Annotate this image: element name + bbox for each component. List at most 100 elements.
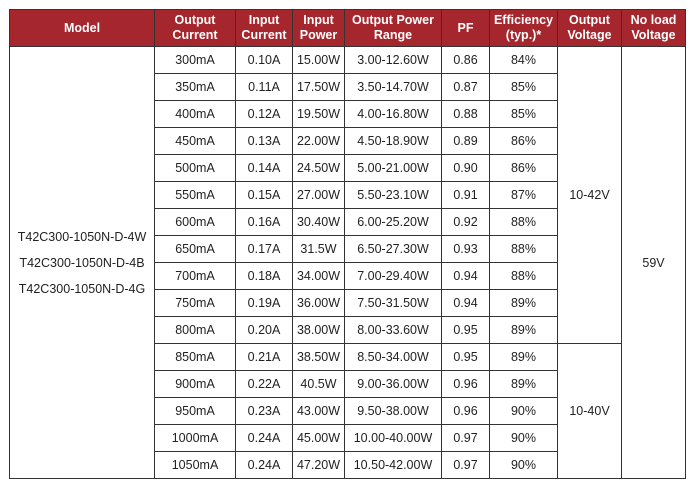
input-power-cell: 45.00W bbox=[292, 424, 345, 452]
header-row: Model Output Current Input Current Input… bbox=[9, 9, 686, 47]
table-row: 550mA 0.15A 27.00W 5.50-23.10W 0.91 87% bbox=[10, 181, 686, 209]
table-row: 800mA 0.20A 38.00W 8.00-33.60W 0.95 89% bbox=[10, 316, 686, 344]
output-current-cell: 500mA bbox=[154, 154, 236, 182]
output-power-range-cell: 5.50-23.10W bbox=[344, 181, 442, 209]
input-current-cell: 0.14A bbox=[235, 154, 293, 182]
output-current-cell: 450mA bbox=[154, 127, 236, 155]
efficiency-cell: 84% bbox=[489, 46, 558, 74]
output-power-range-cell: 9.50-38.00W bbox=[344, 397, 442, 425]
efficiency-cell: 85% bbox=[489, 73, 558, 101]
output-power-range-cell: 6.00-25.20W bbox=[344, 208, 442, 236]
input-power-cell: 30.40W bbox=[292, 208, 345, 236]
pf-cell: 0.93 bbox=[441, 235, 490, 263]
no-load-voltage-cell: 59V bbox=[621, 46, 686, 479]
input-current-cell: 0.24A bbox=[235, 451, 293, 479]
header-efficiency: Efficiency (typ.)* bbox=[489, 9, 558, 47]
input-current-cell: 0.10A bbox=[235, 46, 293, 74]
table-row: 750mA 0.19A 36.00W 7.50-31.50W 0.94 89% bbox=[10, 289, 686, 317]
output-power-range-cell: 10.00-40.00W bbox=[344, 424, 442, 452]
pf-cell: 0.89 bbox=[441, 127, 490, 155]
efficiency-cell: 89% bbox=[489, 343, 558, 371]
output-power-range-cell: 5.00-21.00W bbox=[344, 154, 442, 182]
efficiency-cell: 89% bbox=[489, 316, 558, 344]
efficiency-cell: 86% bbox=[489, 127, 558, 155]
header-pf: PF bbox=[441, 9, 490, 47]
table-row: 400mA 0.12A 19.50W 4.00-16.80W 0.88 85% bbox=[10, 100, 686, 128]
pf-cell: 0.94 bbox=[441, 262, 490, 290]
pf-cell: 0.96 bbox=[441, 397, 490, 425]
output-current-cell: 350mA bbox=[154, 73, 236, 101]
output-power-range-cell: 4.50-18.90W bbox=[344, 127, 442, 155]
input-power-cell: 24.50W bbox=[292, 154, 345, 182]
driver-spec-table: Model Output Current Input Current Input… bbox=[9, 9, 686, 479]
pf-cell: 0.90 bbox=[441, 154, 490, 182]
header-output-current: Output Current bbox=[154, 9, 236, 47]
efficiency-cell: 90% bbox=[489, 451, 558, 479]
input-power-cell: 38.50W bbox=[292, 343, 345, 371]
output-current-cell: 900mA bbox=[154, 370, 236, 398]
pf-cell: 0.92 bbox=[441, 208, 490, 236]
efficiency-cell: 88% bbox=[489, 235, 558, 263]
input-power-cell: 31.5W bbox=[292, 235, 345, 263]
pf-cell: 0.97 bbox=[441, 451, 490, 479]
input-power-cell: 38.00W bbox=[292, 316, 345, 344]
output-current-cell: 650mA bbox=[154, 235, 236, 263]
input-current-cell: 0.13A bbox=[235, 127, 293, 155]
efficiency-cell: 85% bbox=[489, 100, 558, 128]
input-current-cell: 0.19A bbox=[235, 289, 293, 317]
input-power-cell: 19.50W bbox=[292, 100, 345, 128]
input-current-cell: 0.24A bbox=[235, 424, 293, 452]
table-row: 850mA 0.21A 38.50W 8.50-34.00W 0.95 89% 10-40V bbox=[10, 343, 686, 479]
table-row: 450mA 0.13A 22.00W 4.50-18.90W 0.89 86% bbox=[10, 127, 686, 155]
header-output-power-range: Output Power Range bbox=[344, 9, 442, 47]
pf-cell: 0.86 bbox=[441, 46, 490, 74]
input-power-cell: 15.00W bbox=[292, 46, 345, 74]
efficiency-cell: 86% bbox=[489, 154, 558, 182]
output-power-range-cell: 7.00-29.40W bbox=[344, 262, 442, 290]
output-power-range-cell: 3.00-12.60W bbox=[344, 46, 442, 74]
spec-table-container: Model Output Current Input Current Input… bbox=[9, 9, 686, 479]
output-current-cell: 700mA bbox=[154, 262, 236, 290]
output-power-range-cell: 4.00-16.80W bbox=[344, 100, 442, 128]
output-power-range-cell: 10.50-42.00W bbox=[344, 451, 442, 479]
table-row: 500mA 0.14A 24.50W 5.00-21.00W 0.90 86% bbox=[10, 154, 686, 182]
pf-cell: 0.95 bbox=[441, 316, 490, 344]
table-row: 350mA 0.11A 17.50W 3.50-14.70W 0.87 85% bbox=[10, 73, 686, 101]
efficiency-cell: 89% bbox=[489, 370, 558, 398]
output-current-cell: 750mA bbox=[154, 289, 236, 317]
model-cell: T42C300-1050N-D-4W T42C300-1050N-D-4B T42C… bbox=[9, 46, 155, 479]
input-power-cell: 17.50W bbox=[292, 73, 345, 101]
output-current-cell: 1050mA bbox=[154, 451, 236, 479]
output-current-cell: 300mA bbox=[154, 46, 236, 74]
output-power-range-cell: 8.00-33.60W bbox=[344, 316, 442, 344]
efficiency-cell: 90% bbox=[489, 424, 558, 452]
input-power-cell: 22.00W bbox=[292, 127, 345, 155]
pf-cell: 0.94 bbox=[441, 289, 490, 317]
input-current-cell: 0.22A bbox=[235, 370, 293, 398]
model-name: T42C300-1050N-D-4W bbox=[17, 229, 147, 244]
input-current-cell: 0.11A bbox=[235, 73, 293, 101]
input-current-cell: 0.12A bbox=[235, 100, 293, 128]
output-current-cell: 850mA bbox=[154, 343, 236, 371]
input-current-cell: 0.18A bbox=[235, 262, 293, 290]
output-current-cell: 400mA bbox=[154, 100, 236, 128]
header-no-load-voltage: No load Voltage bbox=[621, 9, 686, 47]
input-power-cell: 36.00W bbox=[292, 289, 345, 317]
pf-cell: 0.97 bbox=[441, 424, 490, 452]
model-name: T42C300-1050N-D-4G bbox=[18, 281, 146, 296]
efficiency-cell: 88% bbox=[489, 208, 558, 236]
output-power-range-cell: 8.50-34.00W bbox=[344, 343, 442, 371]
input-power-cell: 43.00W bbox=[292, 397, 345, 425]
output-voltage-cell: 10-42V bbox=[557, 46, 622, 344]
output-current-cell: 950mA bbox=[154, 397, 236, 425]
output-current-cell: 550mA bbox=[154, 181, 236, 209]
input-current-cell: 0.20A bbox=[235, 316, 293, 344]
input-power-cell: 40.5W bbox=[292, 370, 345, 398]
pf-cell: 0.95 bbox=[441, 343, 490, 371]
output-power-range-cell: 3.50-14.70W bbox=[344, 73, 442, 101]
model-name: T42C300-1050N-D-4B bbox=[19, 255, 145, 270]
input-current-cell: 0.21A bbox=[235, 343, 293, 371]
pf-cell: 0.96 bbox=[441, 370, 490, 398]
table-row: 1000mA 0.24A 45.00W 10.00-40.00W 0.97 90% bbox=[10, 424, 686, 452]
efficiency-cell: 87% bbox=[489, 181, 558, 209]
